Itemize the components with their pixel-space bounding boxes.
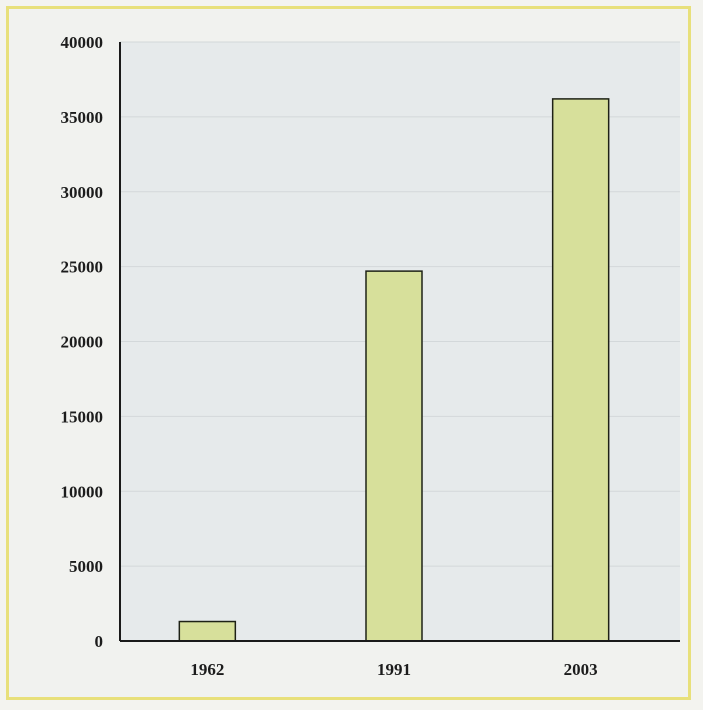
x-tick-labels: 1962 1991 2003 bbox=[190, 660, 597, 679]
y-tick-label: 35000 bbox=[61, 108, 104, 127]
y-tick-label: 40000 bbox=[61, 33, 104, 52]
x-tick-label: 1991 bbox=[377, 660, 411, 679]
y-tick-label: 20000 bbox=[61, 333, 104, 352]
bar-1991 bbox=[365, 270, 423, 642]
x-tick-label: 2003 bbox=[564, 660, 598, 679]
y-tick-label: 25000 bbox=[61, 258, 104, 277]
bars bbox=[178, 98, 610, 642]
y-tick-labels: 0 5000 10000 15000 20000 25000 30000 35000 40000 bbox=[61, 33, 104, 651]
bar-1962 bbox=[178, 620, 237, 642]
y-tick-label: 10000 bbox=[61, 482, 104, 501]
y-tick-label: 0 bbox=[95, 632, 104, 651]
y-tick-label: 30000 bbox=[61, 183, 104, 202]
axes bbox=[119, 42, 680, 642]
bar-2003 bbox=[551, 98, 610, 642]
x-tick-label: 1962 bbox=[190, 660, 224, 679]
y-tick-label: 5000 bbox=[69, 557, 103, 576]
y-tick-label: 15000 bbox=[61, 407, 104, 426]
